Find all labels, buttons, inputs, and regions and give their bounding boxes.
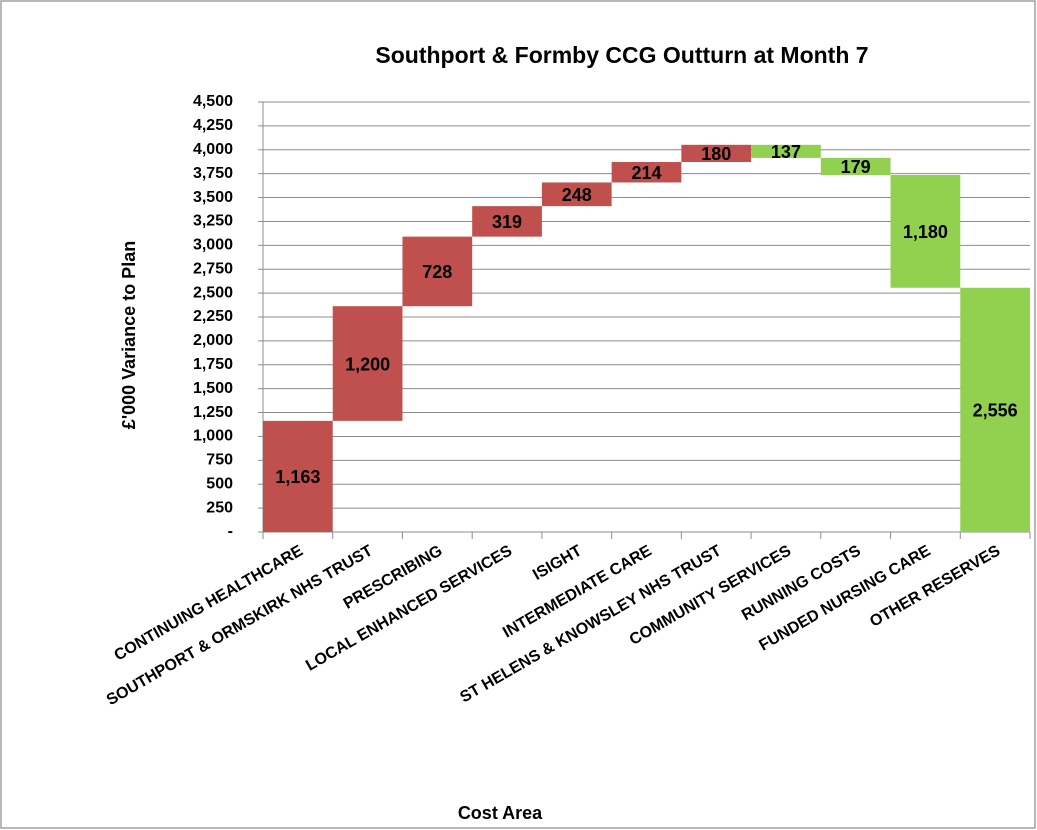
- bar: [332, 306, 403, 421]
- data-label: 1,163: [275, 467, 320, 487]
- y-tick-label: 500: [206, 475, 233, 492]
- y-tick-label: -: [228, 523, 233, 540]
- bar: [541, 182, 612, 207]
- y-tick-label: 2,000: [193, 332, 233, 349]
- data-label: 728: [422, 262, 452, 282]
- y-tick-label: 750: [206, 452, 233, 469]
- y-tick-label: 2,750: [193, 260, 233, 277]
- data-label: 1,200: [345, 354, 390, 374]
- data-label: 179: [841, 157, 871, 177]
- data-label: 214: [631, 163, 661, 183]
- y-tick-label: 4,500: [193, 93, 233, 110]
- data-label: 319: [492, 212, 522, 232]
- y-tick-label: 3,250: [193, 213, 233, 230]
- y-tick-label: 3,000: [193, 237, 233, 254]
- y-tick-label: 1,000: [193, 428, 233, 445]
- y-tick-label: 2,500: [193, 284, 233, 301]
- y-axis-title: £'000 Variance to Plan: [119, 241, 139, 429]
- data-label: 180: [701, 144, 731, 164]
- bar: [402, 236, 473, 307]
- bar: [820, 157, 891, 176]
- bar: [681, 144, 752, 163]
- y-tick-label: 250: [206, 499, 233, 516]
- y-tick-label: 1,750: [193, 356, 233, 373]
- y-tick-label: 4,250: [193, 117, 233, 134]
- y-tick-label: 3,750: [193, 165, 233, 182]
- bar: [960, 287, 1030, 532]
- data-label: 2,556: [973, 401, 1018, 421]
- data-label: 1,180: [903, 222, 948, 242]
- bar: [890, 175, 961, 288]
- data-label: 137: [771, 142, 801, 162]
- bar: [751, 144, 821, 158]
- y-tick-label: 1,250: [193, 404, 233, 421]
- y-tick-label: 4,000: [193, 141, 233, 158]
- y-tick-label: 2,250: [193, 308, 233, 325]
- bar: [263, 420, 333, 532]
- x-axis-title: Cost Area: [458, 803, 543, 823]
- y-tick-label: 1,500: [193, 380, 233, 397]
- bar: [472, 206, 542, 237]
- chart-title: Southport & Formby CCG Outturn at Month …: [375, 42, 868, 68]
- y-tick-label: 3,500: [193, 189, 233, 206]
- bar: [611, 162, 682, 183]
- data-label: 248: [562, 185, 592, 205]
